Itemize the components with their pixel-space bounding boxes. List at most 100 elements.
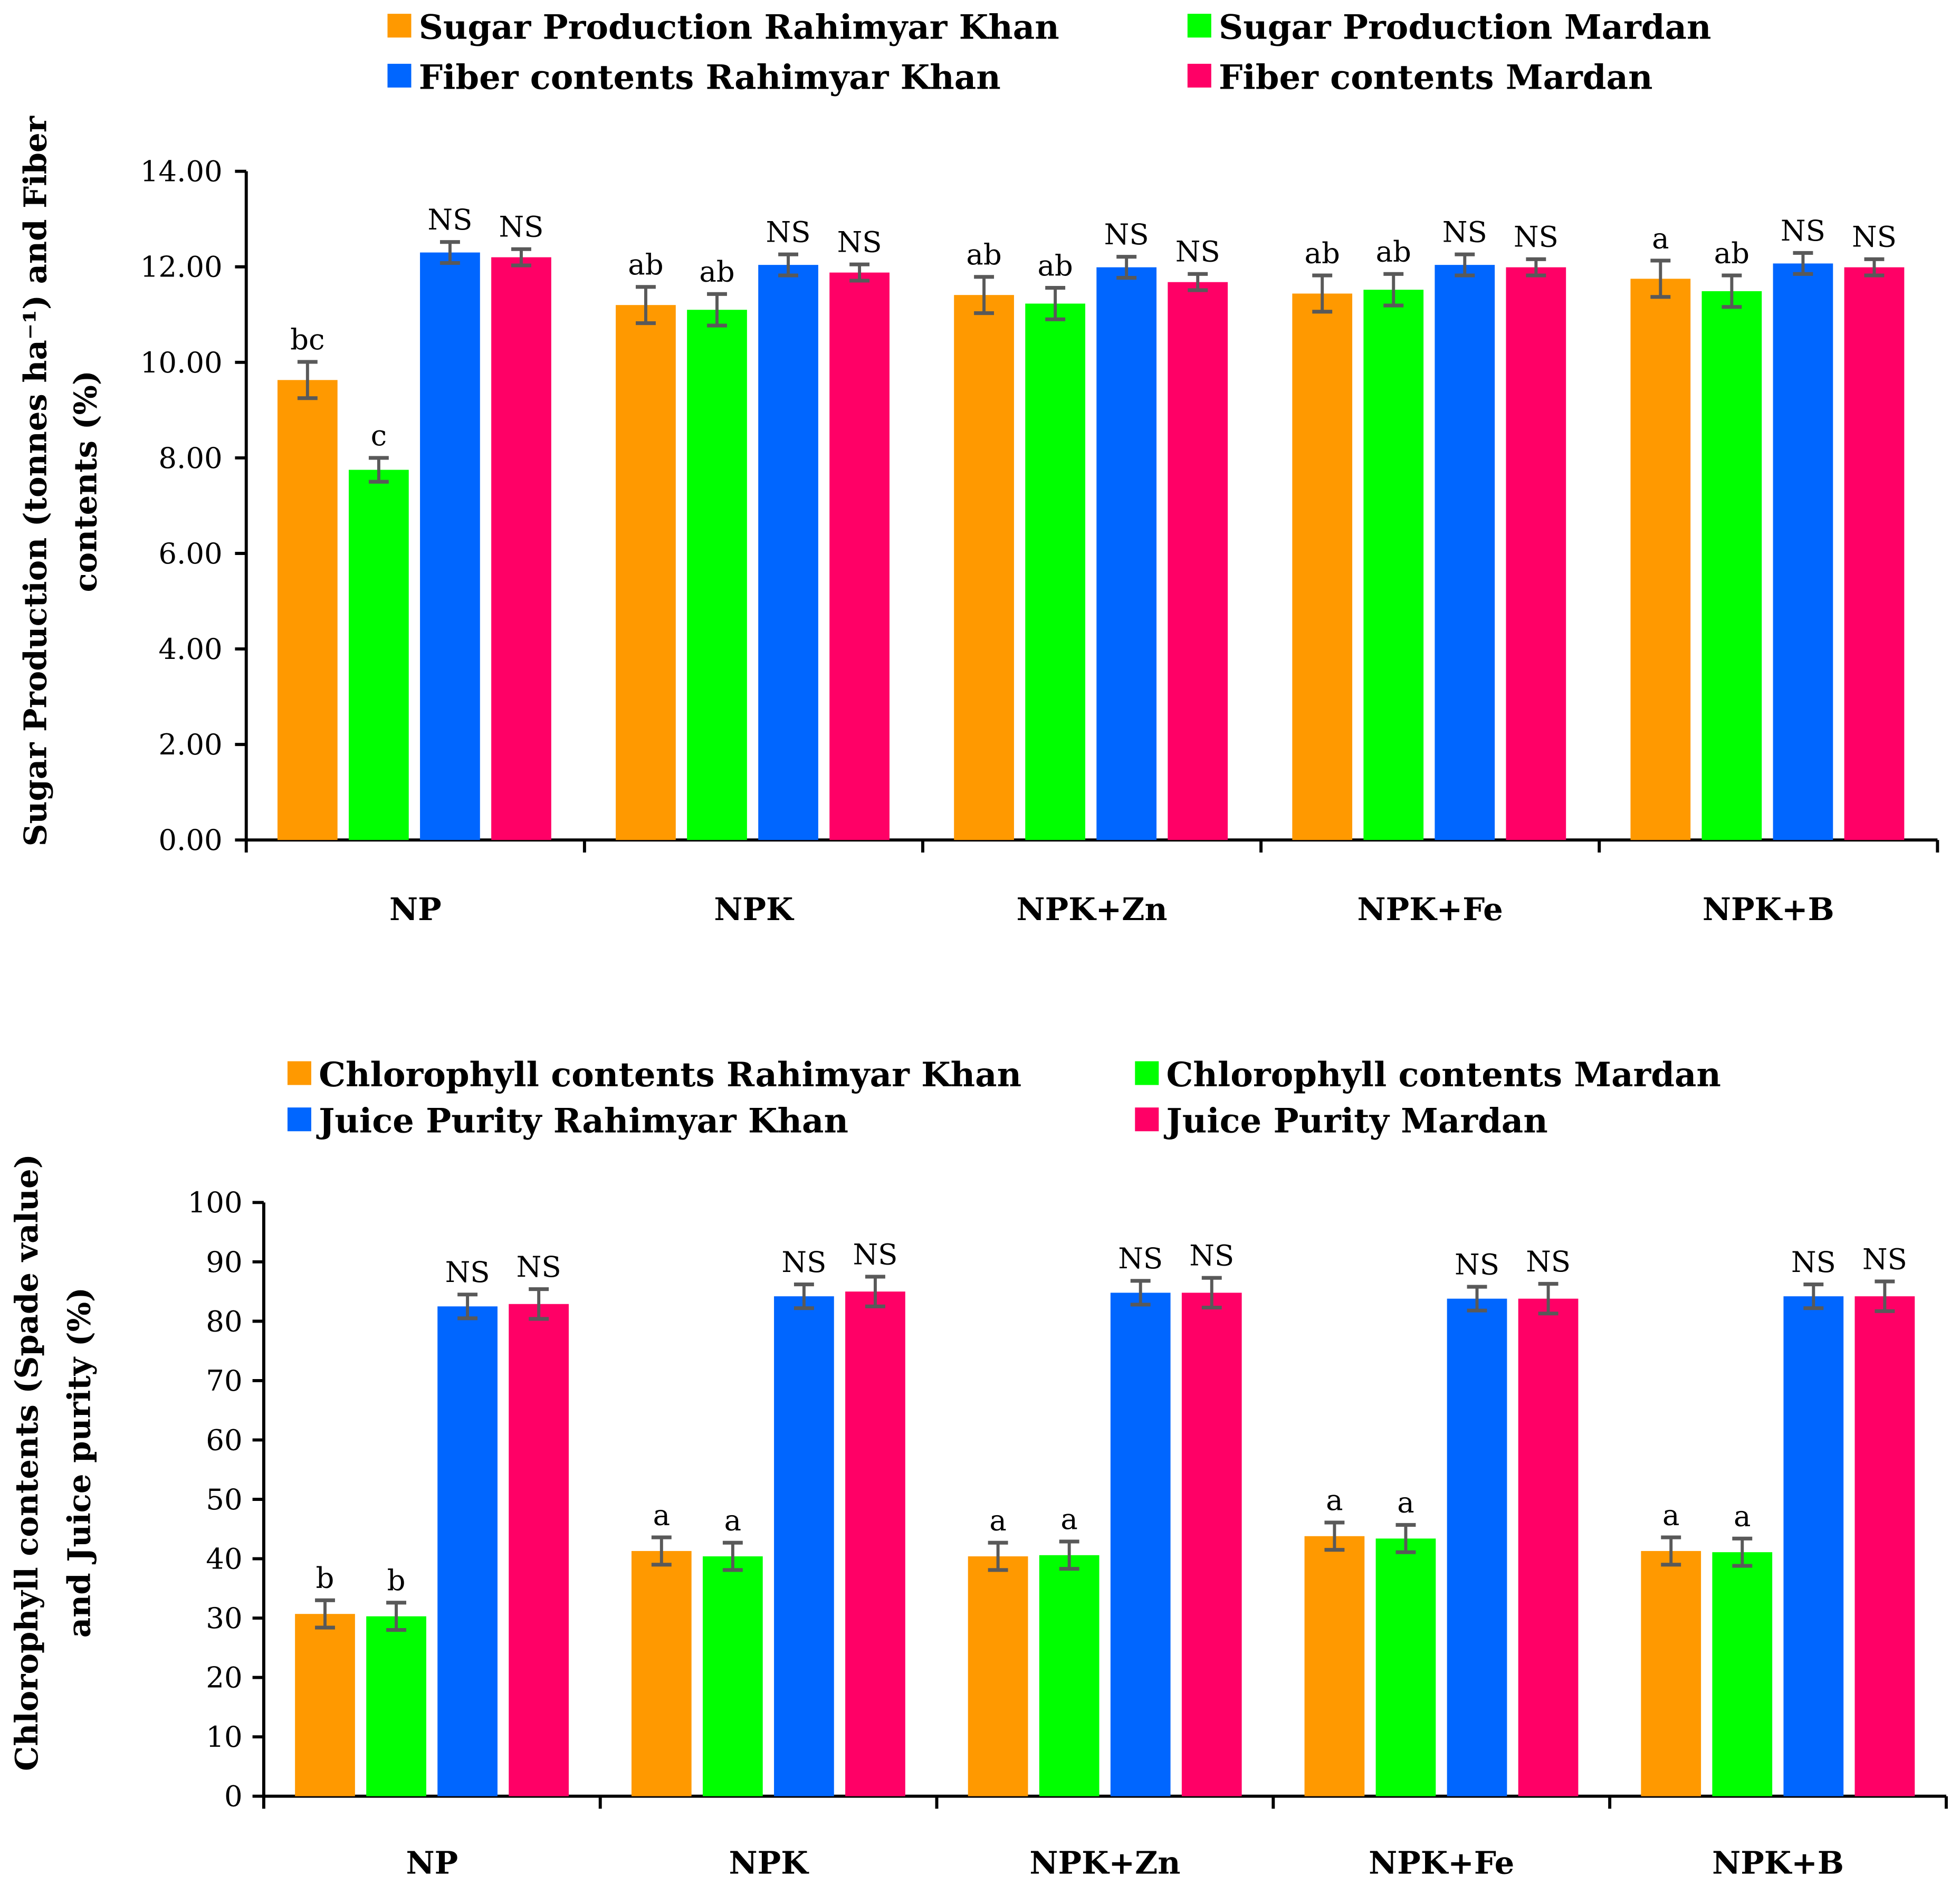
significance-label: NS bbox=[1175, 235, 1220, 269]
significance-label: ab bbox=[966, 237, 1001, 271]
bar bbox=[1292, 293, 1353, 840]
y-tick-label: 2.00 bbox=[158, 728, 222, 761]
significance-label: a bbox=[989, 1503, 1006, 1537]
significance-label: NS bbox=[445, 1255, 490, 1289]
significance-label: b bbox=[387, 1563, 406, 1597]
bar bbox=[1304, 1536, 1365, 1796]
bar bbox=[758, 265, 818, 840]
bar bbox=[295, 1614, 355, 1796]
bar bbox=[349, 470, 409, 840]
y-axis-label: Sugar Production (tonnes ha⁻¹) and Fiber bbox=[17, 116, 54, 846]
y-tick-label: 20 bbox=[206, 1661, 242, 1695]
bar bbox=[1181, 1293, 1242, 1796]
significance-label: NS bbox=[1526, 1245, 1571, 1278]
bar bbox=[1363, 290, 1424, 840]
significance-label: ab bbox=[628, 247, 663, 281]
y-tick-label: 8.00 bbox=[158, 441, 222, 475]
significance-label: NS bbox=[837, 225, 882, 259]
legend-label: Chlorophyll contents Rahimyar Khan bbox=[319, 1055, 1021, 1095]
significance-label: ab bbox=[1037, 248, 1073, 282]
x-tick-label: NPK bbox=[714, 891, 795, 927]
significance-label: a bbox=[653, 1498, 670, 1532]
legend-swatch bbox=[1187, 14, 1211, 38]
y-axis-label: contents (%) bbox=[66, 370, 103, 592]
y-tick-label: 12.00 bbox=[140, 250, 223, 284]
significance-label: a bbox=[1397, 1486, 1414, 1519]
y-tick-label: 0.00 bbox=[158, 823, 222, 857]
bar bbox=[1435, 265, 1495, 840]
bar bbox=[1844, 267, 1905, 840]
x-tick-label: NPK bbox=[729, 1844, 810, 1881]
legend-label: Juice Purity Rahimyar Khan bbox=[316, 1102, 848, 1141]
significance-label: ab bbox=[699, 255, 734, 289]
y-tick-label: 30 bbox=[206, 1601, 242, 1635]
significance-label: NS bbox=[1442, 215, 1487, 249]
significance-label: NS bbox=[1104, 217, 1149, 251]
significance-label: NS bbox=[1455, 1247, 1499, 1281]
y-tick-label: 70 bbox=[206, 1364, 242, 1398]
bar bbox=[1025, 303, 1085, 840]
y-tick-label: 10 bbox=[206, 1720, 242, 1754]
bar bbox=[491, 257, 551, 840]
legend-label: Sugar Production Mardan bbox=[1219, 8, 1711, 47]
bar bbox=[1447, 1298, 1507, 1796]
x-tick-label: NPK+Fe bbox=[1369, 1844, 1514, 1881]
significance-label: NS bbox=[1791, 1245, 1836, 1279]
significance-label: NS bbox=[766, 215, 811, 249]
legend-label: Sugar Production Rahimyar Khan bbox=[419, 8, 1059, 47]
bar bbox=[1110, 1293, 1171, 1796]
bar bbox=[437, 1306, 498, 1796]
bar bbox=[1506, 267, 1566, 840]
y-tick-label: 14.00 bbox=[140, 155, 223, 188]
bar bbox=[1096, 267, 1157, 840]
y-tick-label: 4.00 bbox=[158, 632, 222, 666]
significance-label: NS bbox=[1852, 220, 1897, 254]
bar bbox=[1773, 263, 1833, 840]
bar bbox=[1783, 1296, 1844, 1796]
legend-swatch bbox=[1187, 63, 1211, 88]
y-tick-label: 6.00 bbox=[158, 537, 222, 570]
legend-label: Juice Purity Mardan bbox=[1164, 1102, 1548, 1141]
bar bbox=[829, 272, 890, 840]
legend-label: Fiber contents Rahimyar Khan bbox=[419, 58, 1001, 97]
bar bbox=[702, 1556, 763, 1796]
y-tick-label: 80 bbox=[206, 1304, 242, 1338]
significance-label: NS bbox=[517, 1250, 561, 1284]
bar bbox=[774, 1296, 834, 1796]
y-tick-label: 100 bbox=[188, 1185, 243, 1219]
significance-label: NS bbox=[1118, 1241, 1163, 1275]
significance-label: a bbox=[1060, 1502, 1077, 1536]
significance-label: ab bbox=[1376, 235, 1411, 269]
significance-label: a bbox=[1326, 1483, 1343, 1517]
y-axis-label: Chlorophyll contents (Spade value) bbox=[8, 1154, 45, 1771]
x-tick-label: NPK+Zn bbox=[1029, 1844, 1180, 1881]
x-tick-label: NPK+B bbox=[1712, 1844, 1844, 1881]
bar bbox=[845, 1291, 905, 1796]
x-tick-label: NP bbox=[406, 1844, 458, 1881]
bar bbox=[1168, 282, 1228, 840]
y-tick-label: 60 bbox=[206, 1423, 242, 1457]
bar bbox=[954, 295, 1014, 840]
significance-label: ab bbox=[1305, 236, 1340, 270]
significance-label: bc bbox=[290, 322, 324, 356]
bar bbox=[1701, 291, 1762, 840]
bar bbox=[420, 252, 480, 840]
legend-swatch bbox=[1135, 1107, 1159, 1132]
significance-label: NS bbox=[1781, 214, 1825, 247]
y-tick-label: 50 bbox=[206, 1482, 242, 1516]
bar bbox=[687, 310, 747, 840]
bar bbox=[277, 380, 338, 840]
bar bbox=[1375, 1538, 1436, 1796]
chart-2: Chlorophyll contents Rahimyar Khan Chloro… bbox=[8, 1055, 1948, 1881]
bar bbox=[968, 1556, 1028, 1796]
legend-label: Chlorophyll contents Mardan bbox=[1167, 1055, 1721, 1095]
bar bbox=[1854, 1296, 1915, 1796]
significance-label: c bbox=[371, 418, 387, 452]
y-tick-label: 10.00 bbox=[140, 346, 223, 379]
significance-label: a bbox=[1662, 1498, 1679, 1532]
significance-label: NS bbox=[853, 1237, 897, 1271]
significance-label: a bbox=[1734, 1499, 1751, 1533]
significance-label: NS bbox=[499, 210, 543, 244]
x-tick-label: NP bbox=[389, 891, 442, 927]
bar bbox=[1630, 279, 1691, 840]
